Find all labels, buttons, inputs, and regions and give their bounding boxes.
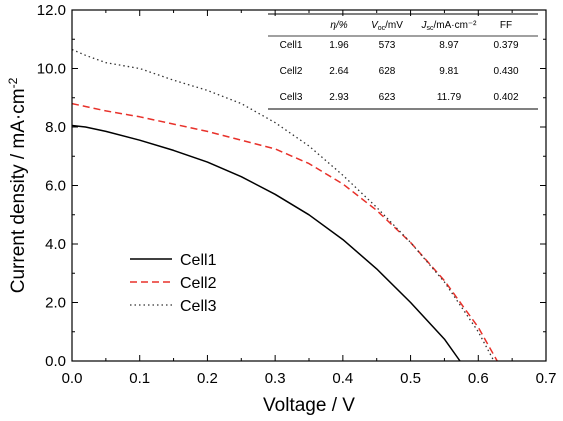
table-cell: 8.97 — [439, 40, 459, 51]
table-header-subscript: sc — [426, 25, 434, 32]
x-tick-label: 0.6 — [468, 370, 489, 387]
table-row-label: Cell3 — [280, 92, 303, 103]
x-tick-label: 0.4 — [332, 370, 353, 387]
y-tick-label: 2.0 — [45, 295, 66, 312]
table-row-label: Cell1 — [280, 40, 303, 51]
series-layer — [71, 48, 498, 362]
x-tick-label: 0.1 — [129, 370, 150, 387]
table-cell: 628 — [379, 66, 396, 77]
y-tick-label: 4.0 — [45, 236, 66, 253]
table-header: Voc/mV — [371, 20, 403, 32]
table-header: FF — [500, 20, 512, 31]
y-axis-title: Current density / mA·cm-2 — [6, 77, 29, 293]
x-tick-label: 0.7 — [536, 370, 557, 387]
table-cell: 11.79 — [437, 92, 462, 103]
x-tick-label: 0.2 — [197, 370, 218, 387]
table-header: η/% — [330, 20, 347, 31]
table-row-label: Cell2 — [280, 66, 303, 77]
table-header-main: FF — [500, 20, 512, 31]
table-cell: 573 — [379, 40, 396, 51]
x-tick-label: 0.5 — [400, 370, 421, 387]
x-tick-label: 0.0 — [62, 370, 83, 387]
y-tick-label: 12.0 — [37, 2, 66, 19]
x-axis-title: Voltage / V — [263, 395, 355, 416]
y-tick-label: 10.0 — [37, 61, 66, 78]
legend-label-cell3: Cell3 — [180, 298, 217, 315]
table-header-subscript: oc — [378, 25, 386, 32]
y-tick-label: 6.0 — [45, 178, 66, 195]
y-tick-label: 0.0 — [45, 353, 66, 370]
y-tick-label: 8.0 — [45, 119, 66, 136]
axes: 0.0 0.1 0.2 0.3 0.4 0.5 0.6 0.7 0.0 2.0 4.0 6.0 8.0 1… — [37, 2, 557, 387]
table-cell: 623 — [379, 92, 396, 103]
legend-label-cell1: Cell1 — [180, 252, 217, 269]
legend-label-cell2: Cell2 — [180, 275, 217, 292]
y-axis-title-superscript: -2 — [6, 77, 20, 88]
table-background — [268, 12, 538, 111]
legend: Cell1 Cell2 Cell3 — [130, 252, 217, 315]
table-header-main: η/% — [330, 20, 347, 31]
table-cell: 2.93 — [329, 92, 349, 103]
table-header: Jsc/mA·cm⁻² — [420, 20, 477, 32]
series-line-cell2 — [71, 102, 498, 362]
table-cell: 0.402 — [493, 92, 518, 103]
table-header-main: J — [420, 20, 427, 31]
table-header-main: V — [371, 20, 379, 31]
parameter-table: η/% Voc/mV Jsc/mA·cm⁻² FF Cell1 1.96 573 8.97 0.… — [268, 12, 538, 111]
table-cell: 0.430 — [493, 66, 518, 77]
table-cell: 9.81 — [439, 66, 459, 77]
series-line-cell3 — [71, 48, 495, 362]
table-cell: 0.379 — [493, 40, 518, 51]
series-line-cell1 — [71, 124, 461, 362]
table-cell: 2.64 — [329, 66, 349, 77]
table-header-unit: /mA·cm⁻² — [433, 20, 477, 31]
table-cell: 1.96 — [329, 40, 349, 51]
table-header-unit: /mV — [385, 20, 403, 31]
x-tick-label: 0.3 — [265, 370, 286, 387]
